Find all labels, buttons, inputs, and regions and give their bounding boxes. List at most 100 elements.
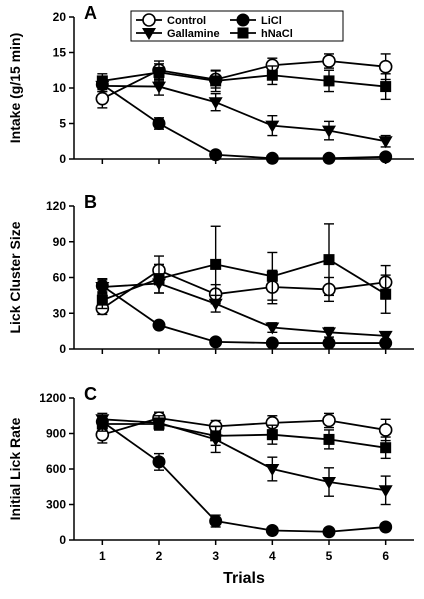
y-tick-label: 600: [46, 462, 66, 476]
data-point: [380, 81, 392, 93]
data-point: [380, 288, 392, 300]
data-point: [379, 520, 393, 534]
data-point: [378, 136, 393, 149]
y-tick-label: 1200: [39, 391, 66, 405]
data-point: [322, 54, 336, 68]
series-line: [102, 423, 386, 449]
y-tick-label: 0: [59, 342, 66, 356]
x-tick-label: 5: [326, 549, 333, 563]
data-point: [152, 318, 166, 332]
series-licl: [95, 277, 393, 350]
data-point: [210, 75, 222, 87]
data-point: [153, 66, 165, 78]
y-axis-label: Initial Lick Rate: [7, 417, 23, 520]
series-gallamine: [95, 273, 393, 343]
x-tick-label: 4: [269, 549, 276, 563]
series-line: [102, 84, 386, 143]
y-tick-label: 60: [53, 271, 67, 285]
data-point: [152, 455, 166, 469]
series-line: [101, 420, 386, 533]
x-tick-label: 3: [212, 549, 219, 563]
data-point: [266, 429, 278, 441]
data-point: [95, 91, 110, 106]
data-point: [323, 254, 335, 266]
data-point: [265, 120, 280, 133]
data-point: [265, 336, 279, 350]
series-gallamine: [95, 77, 393, 149]
legend-label-licl: LiCl: [261, 15, 282, 27]
data-point: [322, 327, 336, 340]
y-tick-label: 5: [59, 117, 66, 131]
panel-label: C: [84, 384, 97, 404]
series-line: [101, 60, 386, 100]
y-tick-label: 120: [46, 199, 66, 213]
y-tick-label: 0: [59, 152, 66, 166]
data-point: [208, 97, 223, 110]
data-point: [322, 151, 336, 165]
series-control: [95, 411, 393, 444]
data-point: [378, 423, 393, 437]
series-line: [102, 417, 386, 436]
series-line: [101, 285, 386, 344]
series-hnacl: [96, 223, 392, 314]
series-hnacl: [96, 416, 392, 460]
series-line: [102, 418, 386, 492]
legend: Control LiCl Gallamine hNaCl: [130, 10, 344, 42]
legend-marker-gallamine: [142, 28, 156, 40]
data-point: [96, 418, 108, 430]
legend-box: [130, 10, 344, 42]
data-point: [378, 485, 393, 498]
data-point: [322, 477, 336, 490]
data-point: [208, 298, 223, 311]
x-axis-label: Trials: [223, 570, 265, 587]
y-tick-label: 15: [53, 46, 67, 60]
legend-marker-control: [142, 13, 156, 27]
data-point: [323, 75, 335, 87]
data-point: [265, 464, 280, 476]
series-licl: [95, 415, 393, 539]
data-point: [95, 282, 110, 295]
series-control: [95, 53, 393, 109]
data-point: [96, 294, 108, 306]
data-point: [96, 75, 108, 87]
data-point: [322, 413, 336, 428]
data-point: [265, 151, 279, 165]
x-tick-label: 6: [382, 549, 389, 563]
data-point: [380, 442, 392, 454]
series-line: [102, 258, 387, 301]
data-point: [323, 433, 335, 445]
data-point: [265, 524, 279, 538]
panel-label: A: [84, 3, 97, 23]
y-tick-label: 90: [53, 235, 67, 249]
legend-label-hnacl: hNaCl: [261, 28, 293, 40]
data-point: [266, 270, 278, 282]
data-point: [379, 150, 393, 164]
panel-label: B: [84, 192, 97, 212]
data-point: [210, 430, 222, 442]
data-point: [153, 273, 165, 285]
legend-marker-hnacl: [237, 27, 249, 39]
data-point: [322, 525, 336, 539]
x-tick-label: 1: [99, 549, 106, 563]
data-point: [378, 59, 393, 74]
series-line: [102, 71, 386, 88]
panel-b: 0 30 60 90 120 Lick Cluster Size B: [7, 192, 414, 356]
y-tick-label: 20: [53, 10, 67, 24]
data-point: [152, 117, 166, 130]
legend-marker-licl: [236, 13, 250, 27]
series-hnacl: [96, 63, 392, 101]
data-point: [378, 330, 393, 343]
y-axis-label: Intake (g/15 min): [7, 33, 23, 143]
y-tick-label: 0: [59, 533, 66, 547]
data-point: [322, 125, 336, 138]
data-point: [210, 258, 222, 270]
data-point: [209, 514, 223, 528]
data-point: [153, 418, 165, 430]
legend-label-control: Control: [167, 15, 206, 27]
y-tick-label: 300: [46, 498, 66, 512]
panel-a: 0 5 10 15 20 Intake (g/15 min) A Control LiCl Gal…: [7, 3, 414, 166]
y-tick-label: 900: [46, 427, 66, 441]
series-licl: [95, 76, 393, 165]
data-point: [265, 322, 280, 335]
y-tick-label: 30: [53, 306, 67, 320]
